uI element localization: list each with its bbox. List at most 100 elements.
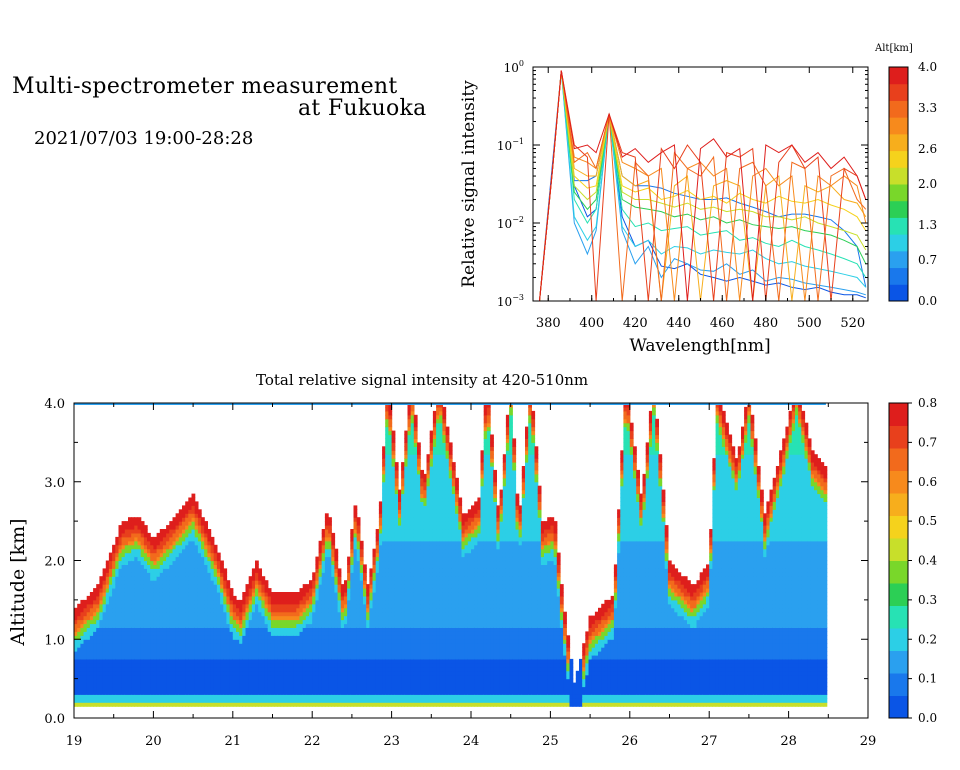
heatmap-cell [128,572,132,577]
heatmap-cell [124,544,129,550]
heatmap-cell [74,623,78,628]
heatmap-cell [147,690,151,695]
heatmap-cell [112,643,116,648]
heatmap-cell [105,592,110,597]
heatmap-cell [96,603,100,609]
heatmap-cell [105,635,110,640]
heatmap-cell [80,603,85,609]
heatmap-cell [121,536,126,542]
heatmap-cell [112,702,116,707]
heatmap-cell [121,662,126,668]
measurement-datetime: 2021/07/03 19:00-28:28 [34,128,254,149]
heatmap-cell [140,603,145,609]
heatmap-cell [80,662,85,668]
heatmap-cell [162,623,167,628]
heatmap-cell [172,639,177,644]
heatmap-cell [153,623,158,628]
heatmap-cell [159,556,164,562]
heatmap-cell [89,615,94,621]
heatmap-cell [143,694,148,699]
heatmap-cell [134,532,139,538]
heatmap-cell [147,635,151,640]
heatmap-cell [99,595,104,601]
heatmap-cell [102,611,107,617]
heatmap-cell [143,698,148,703]
heatmap-cell [162,678,167,684]
heatmap-cell [137,694,142,699]
heatmap-cell [172,548,177,554]
heatmap-cell [178,615,183,621]
heatmap-cell [172,556,177,562]
heatmap-cell [175,576,180,581]
heatmap-cell [150,639,154,644]
heatmap-cell [169,631,174,636]
heatmap-cell [112,548,116,554]
heatmap-cell [417,458,421,463]
heatmap-cell [131,615,135,621]
heatmap-cell [156,592,161,597]
heatmap-cell [162,560,167,565]
heatmap-cell [153,666,158,672]
heatmap-cell [102,615,107,621]
heatmap-cell [147,576,151,581]
heatmap-cell [175,639,180,644]
heatmap-cell [105,623,110,628]
heatmap-cell [74,702,78,707]
heatmap-cell [147,568,151,573]
heatmap-cell [159,615,164,621]
heatmap-cell [182,607,186,613]
heatmap-cell [172,584,177,589]
heatmap-cell [150,666,154,672]
heatmap-cell [153,588,158,593]
heatmap-cell [134,580,139,585]
heatmap-cell [96,662,100,668]
heatmap-cell [172,670,177,676]
heatmap-cell [118,568,123,573]
heatmap-cell [417,466,421,471]
heatmap-cell [93,686,97,691]
heatmap-cell [182,568,186,573]
heatmap-cell [134,584,139,589]
heatmap-cell [156,639,161,644]
heatmap-cell [134,544,139,550]
heatmap-cell [169,698,174,703]
heatmap-cell [143,686,148,691]
heatmap-cell [93,662,97,668]
heatmap-cell [162,564,167,569]
heatmap-cell [105,572,110,577]
heatmap-cell [121,552,126,558]
heatmap-cell [80,607,85,613]
heatmap-cell [128,560,132,565]
heatmap-cell [137,631,142,636]
heatmap-cell [156,651,161,656]
heatmap-cell [108,666,113,672]
heatmap-cell [213,548,218,554]
heatmap-cell [182,702,186,707]
heatmap-cell [172,536,177,542]
heatmap-cell [207,529,212,534]
heatmap-cell [178,690,183,695]
heatmap-cell [121,674,126,680]
heatmap-cell [124,682,129,688]
heatmap-cell [169,658,174,664]
heatmap-cell [175,525,180,530]
heatmap-cell [115,655,120,660]
heatmap-cell [417,446,421,451]
heatmap-cell [182,670,186,676]
heatmap-cell [150,611,154,617]
heatmap-cell [166,666,170,672]
heatmap-cell [124,576,129,581]
heatmap-cell [112,619,116,625]
heatmap-cell [121,564,126,569]
heatmap-cell [121,521,126,526]
heatmap-cell [115,702,120,707]
heatmap-cell [131,655,135,660]
heatmap-cell [134,525,139,530]
heatmap-cell [74,690,78,695]
heatmap-cell [147,674,151,680]
heatmap-cell [121,615,126,621]
heatmap-cell [112,690,116,695]
heatmap-cell [121,603,126,609]
heatmap-cell [162,576,167,581]
heatmap-cell [115,556,120,562]
